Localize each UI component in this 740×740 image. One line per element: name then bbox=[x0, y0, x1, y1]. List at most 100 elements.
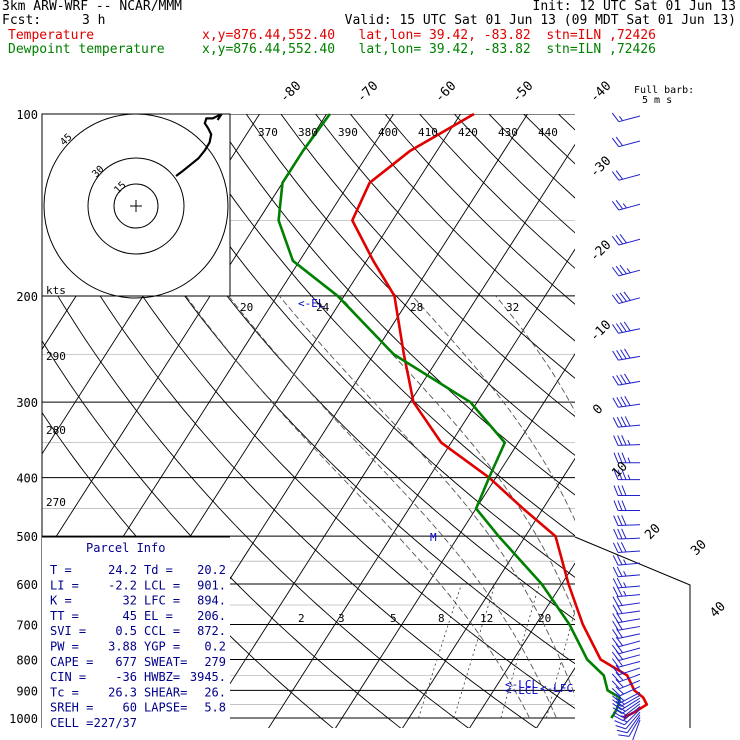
wind-barb-flag bbox=[617, 435, 623, 446]
dry-adiabat-line bbox=[349, 114, 575, 342]
wind-barb-flag bbox=[615, 199, 624, 210]
wind-barb-flag bbox=[616, 554, 623, 565]
dry-adiabat-line bbox=[315, 114, 575, 379]
hodograph-trace-line bbox=[175, 114, 223, 177]
forecast-hour: 3 h bbox=[82, 13, 106, 28]
mixing-ratio-line bbox=[453, 583, 496, 719]
sounding-series: <-LCL<-LCL <-LFC <-EL M bbox=[277, 112, 649, 720]
wind-barb-half-flag bbox=[626, 268, 631, 274]
wind-barb-flag bbox=[612, 586, 619, 597]
dry-adiabat-label: 280 bbox=[46, 424, 66, 437]
wind-barb-flag bbox=[612, 604, 619, 615]
wind-barb-flag bbox=[619, 322, 627, 332]
dry-adiabat-label: 270 bbox=[46, 496, 66, 509]
wind-barb-flag bbox=[618, 734, 630, 737]
isotherm-label: -20 bbox=[587, 238, 614, 265]
wind-barb-flag bbox=[615, 293, 624, 303]
theta-label: 420 bbox=[458, 126, 478, 139]
wind-barb-half-flag bbox=[623, 582, 627, 588]
wind-barb-flag bbox=[619, 233, 627, 244]
wind-barb-half-flag bbox=[623, 590, 627, 597]
wind-barb-flag bbox=[615, 136, 624, 146]
isotherm-label: 30 bbox=[688, 537, 710, 559]
pressure-tick-label-600: 600 bbox=[16, 578, 38, 592]
pressure-tick-label-700: 700 bbox=[16, 618, 38, 632]
wind-barb-flag bbox=[615, 697, 625, 705]
wind-barb-flag bbox=[616, 350, 623, 360]
moist-adiabat-line bbox=[411, 295, 575, 522]
wind-barb-flag bbox=[611, 680, 620, 690]
mixing-ratio-lower-label: 3 bbox=[338, 612, 345, 625]
wind-barb-flag bbox=[615, 686, 625, 695]
parcel-field-label: PW = bbox=[50, 640, 79, 654]
wind-barb bbox=[612, 542, 641, 554]
pressure-tick-label-400: 400 bbox=[16, 472, 38, 486]
wind-barb bbox=[611, 136, 641, 148]
wind-barb-flag bbox=[624, 348, 631, 359]
wind-barb-flag bbox=[612, 350, 619, 361]
wind-barb-staff bbox=[618, 660, 641, 668]
wind-barb bbox=[612, 603, 641, 615]
wind-barb-flag bbox=[616, 586, 623, 597]
mixing-ratio-lower-label: 8 bbox=[438, 612, 445, 625]
wind-barb-flag bbox=[621, 485, 627, 496]
wind-barb-flag bbox=[611, 294, 620, 304]
wind-barb-flag bbox=[613, 485, 619, 496]
wind-barb bbox=[612, 348, 641, 361]
wind-barb-flag bbox=[615, 664, 624, 674]
wind-barb bbox=[613, 500, 640, 512]
wind-barb-flag bbox=[611, 637, 620, 648]
theta-label: 430 bbox=[498, 126, 518, 139]
isotherm-label: -60 bbox=[432, 79, 459, 106]
wind-barb-flag bbox=[623, 321, 631, 332]
dewpoint-legend-label: Dewpoint temperature bbox=[8, 42, 165, 57]
theta-label: 440 bbox=[538, 126, 558, 139]
wind-barb-staff bbox=[628, 717, 641, 737]
wind-barb-flag bbox=[612, 703, 622, 711]
wind-barb-flag bbox=[612, 620, 619, 631]
plot-right-frame bbox=[574, 536, 691, 728]
wind-barb-flag bbox=[613, 715, 624, 722]
wind-barb-flag bbox=[611, 137, 620, 147]
wind-barb-flag bbox=[612, 375, 619, 386]
dry-adiabat-line bbox=[141, 114, 575, 578]
wind-barb-flag bbox=[617, 515, 623, 526]
wind-barb-flag bbox=[619, 264, 627, 275]
wind-barb-flag bbox=[611, 666, 620, 676]
parcel-field-label: SWEAT= bbox=[144, 655, 187, 669]
wind-barb-flag bbox=[616, 729, 628, 734]
wind-barb-flag bbox=[617, 500, 623, 511]
parcel-field-value: 32 bbox=[123, 594, 137, 608]
hodograph-ring-1 bbox=[87, 157, 185, 255]
dry-adiabat-line bbox=[245, 114, 575, 456]
wind-barb-flag bbox=[613, 515, 619, 526]
pressure-tick-label-500: 500 bbox=[16, 530, 38, 544]
wind-barb bbox=[612, 628, 641, 639]
wind-barb bbox=[613, 469, 640, 481]
parcel-field-value: 26. bbox=[204, 685, 226, 699]
parcel-info-box: Parcel Info T = 24.2 Td = 20.2 LI = -2.2 LCL = 9… bbox=[42, 536, 230, 730]
wind-barb-flag bbox=[612, 613, 619, 623]
dry-adiabat-line bbox=[419, 114, 575, 269]
wind-barb-flag bbox=[612, 397, 619, 408]
wind-barb-flag bbox=[611, 688, 621, 697]
wind-barb-staff bbox=[618, 140, 641, 148]
wind-barb bbox=[611, 291, 641, 304]
barb-key-line1: Full barb: bbox=[634, 85, 694, 96]
isotherm-label: 0 bbox=[590, 402, 606, 418]
wind-barb-flag bbox=[617, 528, 623, 540]
moist-adiabat-line bbox=[339, 295, 575, 616]
wind-barb-flag bbox=[615, 693, 625, 702]
wind-barb bbox=[613, 485, 640, 497]
parcel-field-value: 5.8 bbox=[204, 701, 226, 715]
wind-barb-flag bbox=[615, 170, 624, 180]
wind-barb-flag bbox=[620, 542, 627, 553]
wind-barb-flag bbox=[620, 396, 627, 407]
wind-barb bbox=[613, 515, 641, 526]
parcel-box-bg bbox=[42, 537, 230, 728]
pressure-tick-label-200: 200 bbox=[16, 290, 38, 304]
parcel-field-label: HWBZ= bbox=[144, 670, 180, 684]
wind-barb-flag bbox=[613, 500, 619, 511]
parcel-field-label: CELL = bbox=[50, 716, 93, 730]
